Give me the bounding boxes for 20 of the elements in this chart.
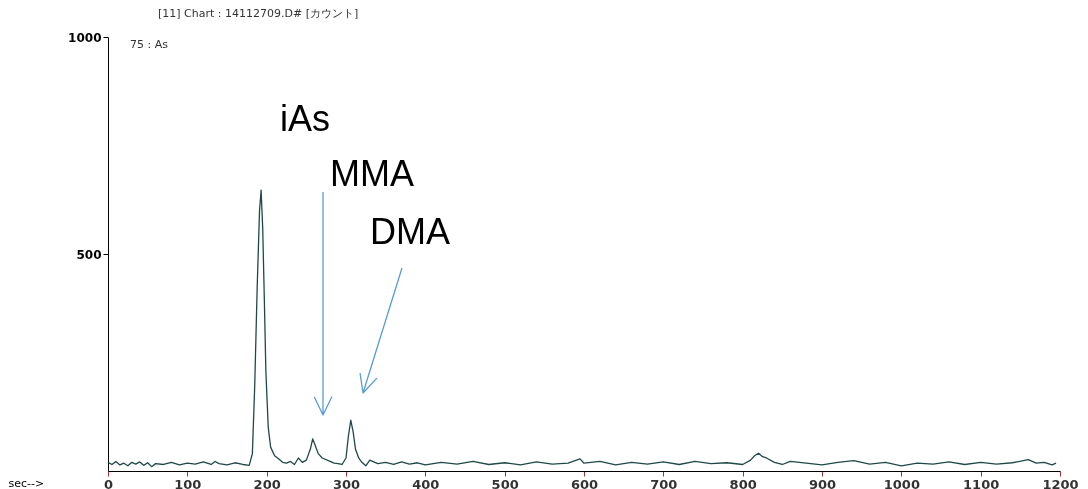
x-tick-label: 400 (412, 476, 440, 489)
x-tick-label: 200 (253, 476, 281, 489)
x-tick-label: 1000 (883, 476, 920, 489)
chart-title: [11] Chart : 14112709.D# [カウント] (158, 7, 359, 20)
annotation: iAs (279, 98, 331, 139)
x-tick-label: 300 (332, 476, 361, 489)
x-tick-label: 800 (729, 476, 757, 489)
x-tick-label: 1200 (1042, 476, 1079, 489)
line-series (107, 189, 1057, 468)
x-tick-label: 100 (174, 476, 202, 489)
x-tick-label: 900 (808, 476, 837, 489)
annotation: DMA (370, 211, 450, 252)
x-tick-label: 1100 (963, 476, 1000, 489)
x-axis-title: sec--> (8, 476, 45, 489)
annotation: MMA (330, 153, 414, 194)
x-tick-label: 600 (570, 476, 599, 489)
annotation: 75 : As (130, 38, 169, 51)
x-tick-label: 0 (103, 476, 114, 489)
x-tick-label: 500 (491, 476, 519, 489)
x-tick-label: 700 (650, 476, 678, 489)
